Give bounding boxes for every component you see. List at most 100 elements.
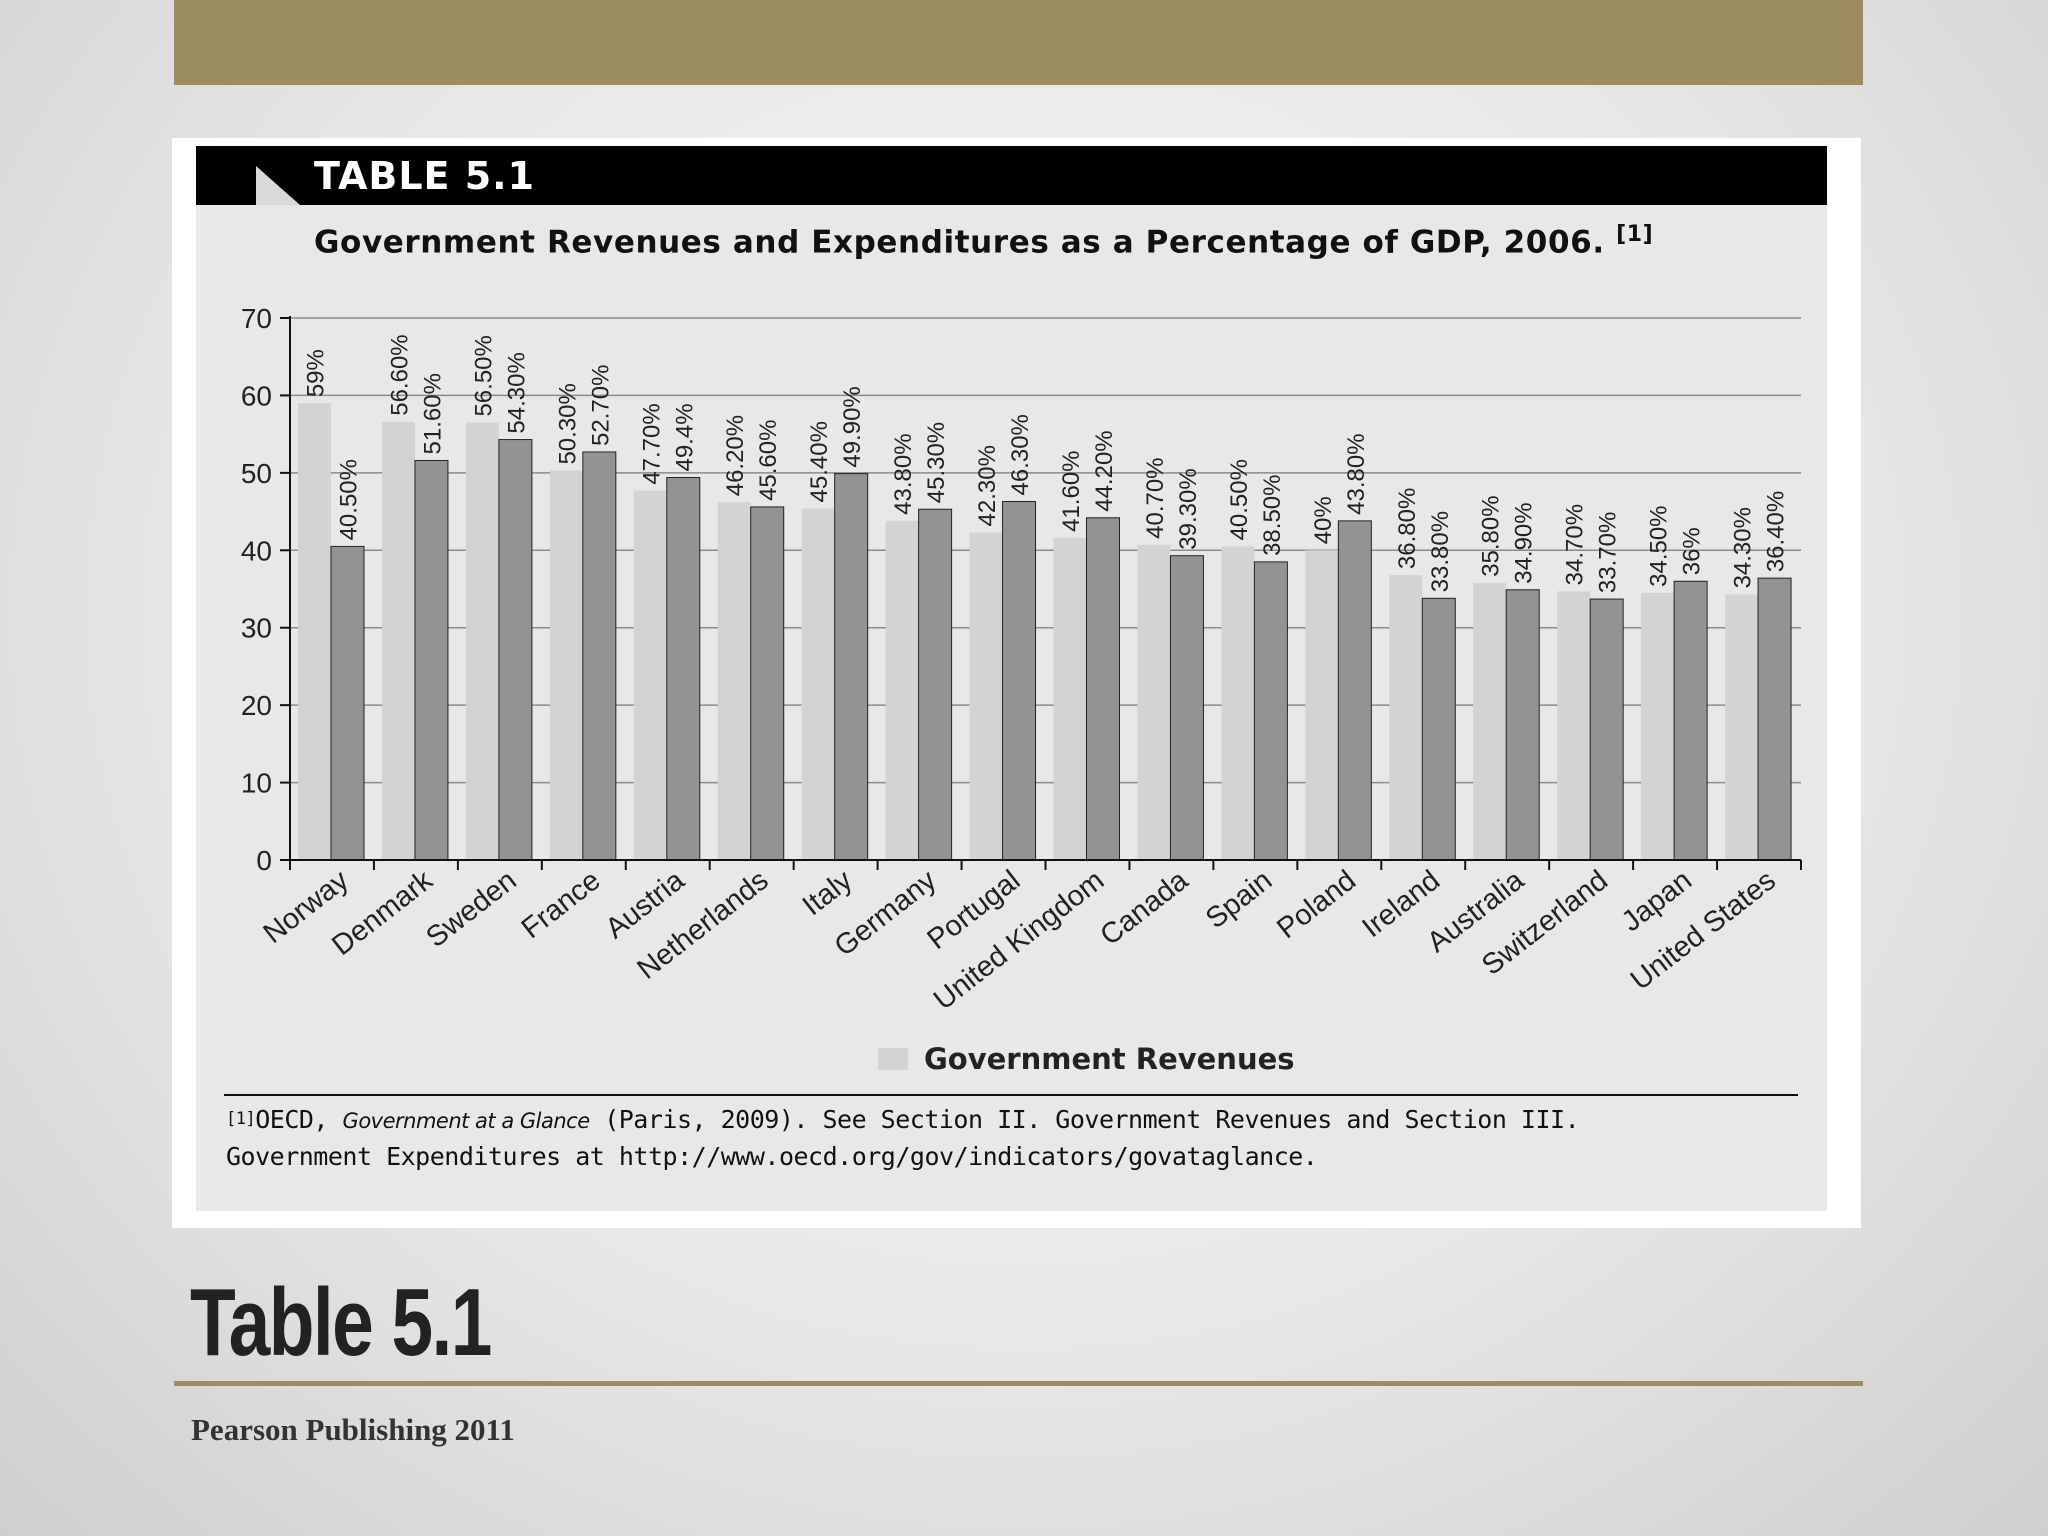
bar-expenditure: [1757, 577, 1792, 861]
publisher-credit: Pearson Publishing 2011: [191, 1412, 515, 1447]
expenditure-value-label: 36.40%: [1763, 491, 1790, 572]
bar-revenue: [969, 532, 1003, 860]
expenditure-value-label: 40.50%: [336, 459, 363, 540]
category-label: France: [516, 864, 607, 945]
bar-expenditure: [1253, 561, 1288, 861]
revenue-value-label: 40%: [1310, 496, 1337, 544]
y-tick-label: 10: [241, 768, 272, 799]
revenue-value-label: 43.80%: [890, 433, 917, 514]
bar-expenditure: [666, 477, 701, 861]
revenue-value-label: 35.80%: [1478, 495, 1505, 576]
bar-revenue: [1389, 575, 1423, 860]
bar-expenditure: [1002, 501, 1037, 861]
expenditure-value-label: 54.30%: [503, 352, 530, 433]
y-tick-label: 20: [241, 690, 272, 721]
y-tick-label: 60: [241, 380, 272, 411]
bar-revenue: [1557, 591, 1591, 860]
chart-title-text: Government Revenues and Expenditures as …: [314, 224, 1605, 261]
bar-expenditure: [582, 451, 617, 861]
expenditure-value-label: 45.60%: [755, 420, 782, 501]
revenue-value-label: 56.60%: [386, 334, 413, 415]
bar-revenue: [1221, 546, 1255, 860]
bar-revenue: [549, 470, 583, 860]
revenue-value-label: 45.40%: [806, 421, 833, 502]
table-label: TABLE 5.1: [314, 154, 536, 198]
revenue-value-label: 46.20%: [722, 415, 749, 496]
expenditure-value-label: 44.20%: [1091, 430, 1118, 511]
bar-expenditure: [1673, 580, 1708, 861]
revenue-value-label: 36.80%: [1394, 488, 1421, 569]
bar-revenue: [633, 490, 667, 860]
bar-revenue: [801, 508, 835, 860]
chart-title-note: [1]: [1616, 222, 1654, 247]
category-label: Italy: [797, 864, 859, 922]
y-tick-label: 0: [256, 845, 272, 876]
revenue-value-label: 34.30%: [1730, 507, 1757, 588]
bar-revenue: [465, 422, 499, 860]
bar-revenue: [381, 421, 415, 860]
revenue-value-label: 42.30%: [974, 445, 1001, 526]
bar-revenue: [885, 520, 919, 860]
bar-revenue: [1725, 594, 1759, 860]
expenditure-value-label: 38.50%: [1259, 474, 1286, 555]
bar-expenditure: [1169, 555, 1204, 861]
bar-revenue: [1305, 550, 1339, 860]
bar-expenditure: [498, 439, 533, 861]
bar-expenditure: [1086, 517, 1120, 861]
expenditure-value-label: 39.30%: [1175, 468, 1202, 549]
expenditure-value-label: 33.80%: [1427, 511, 1454, 592]
expenditure-value-label: 45.30%: [923, 422, 950, 503]
revenue-value-label: 40.70%: [1142, 457, 1169, 538]
footnote-source: OECD,: [255, 1105, 328, 1134]
table-header: TABLE 5.1: [196, 146, 1827, 205]
legend-label: Government Revenues: [924, 1042, 1295, 1076]
revenue-value-label: 56.50%: [470, 335, 497, 416]
expenditure-value-label: 49.90%: [839, 386, 866, 467]
footnote-divider: [224, 1094, 1798, 1096]
y-tick-label: 40: [241, 535, 272, 566]
bar-revenue: [1473, 582, 1507, 860]
expenditure-value-label: 51.60%: [419, 373, 446, 454]
expenditure-value-label: 52.70%: [587, 365, 614, 446]
chart-legend: Government Revenues: [878, 1042, 1295, 1076]
footnote-mark: [1]: [226, 1109, 256, 1129]
expenditure-value-label: 36%: [1679, 527, 1706, 575]
bar-revenue: [298, 403, 331, 860]
category-label: Spain: [1200, 864, 1278, 935]
bar-revenue: [717, 502, 751, 860]
bar-expenditure: [1589, 598, 1624, 861]
top-accent-bar: [174, 0, 1863, 85]
legend-swatch: [878, 1048, 908, 1070]
table-panel: TABLE 5.1 Government Revenues and Expend…: [196, 146, 1827, 1211]
revenue-value-label: 47.70%: [638, 403, 665, 484]
bar-revenue: [1053, 537, 1087, 860]
revenue-value-label: 59%: [303, 349, 330, 397]
bar-revenue: [1137, 544, 1171, 860]
bar-revenue: [1641, 592, 1675, 860]
bar-expenditure: [1337, 520, 1372, 861]
y-tick-label: 50: [241, 458, 272, 489]
revenue-value-label: 40.50%: [1226, 459, 1253, 540]
footnote-book-title: Government at a Glance: [342, 1109, 591, 1133]
chart-title: Government Revenues and Expenditures as …: [314, 222, 1653, 260]
revenue-value-label: 41.60%: [1058, 450, 1085, 531]
bar-expenditure: [330, 545, 365, 861]
expenditure-value-label: 46.30%: [1007, 414, 1034, 495]
revenue-value-label: 34.70%: [1562, 504, 1589, 585]
footnote-text: (Paris, 2009). See Section II. Governmen…: [604, 1105, 1580, 1134]
expenditure-value-label: 33.70%: [1595, 512, 1622, 593]
footnote-link-text: Government Expenditures at http://www.oe…: [226, 1142, 1318, 1171]
expenditure-value-label: 43.80%: [1343, 433, 1370, 514]
category-label: Poland: [1271, 864, 1362, 945]
corner-tab-icon: [256, 166, 300, 205]
revenue-value-label: 50.30%: [554, 383, 581, 464]
bar-expenditure: [1505, 589, 1540, 861]
bar-expenditure: [1421, 597, 1456, 861]
category-label: Canada: [1094, 864, 1194, 952]
bar-expenditure: [414, 459, 449, 861]
y-tick-label: 70: [241, 303, 272, 334]
bar-expenditure: [750, 506, 785, 861]
footnote: [1]OECD, Government at a Glance (Paris, …: [226, 1102, 1786, 1174]
bottom-accent-rule: [174, 1381, 1863, 1386]
